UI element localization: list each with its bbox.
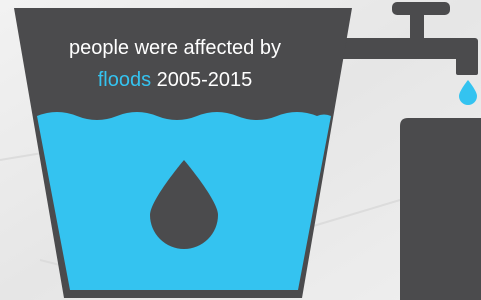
period: 2005-2015 — [157, 69, 253, 91]
side-container — [400, 118, 481, 300]
headline-line1: people were affected by — [69, 37, 281, 59]
highlight: floods — [98, 69, 151, 91]
infographic: people were affected by floods 2005-2015 — [0, 0, 481, 300]
headline-line2: floods 2005-2015 — [98, 69, 253, 91]
page: {"headline": {"line1": "people were affe… — [0, 0, 481, 300]
